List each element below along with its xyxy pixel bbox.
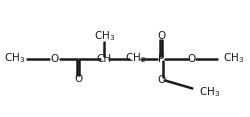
Text: O: O [74, 74, 82, 84]
Text: CH$_3$: CH$_3$ [94, 29, 115, 43]
Text: O: O [157, 75, 165, 85]
Text: CH$_2$: CH$_2$ [124, 52, 146, 65]
Text: CH$_3$: CH$_3$ [4, 52, 25, 65]
Text: CH$_3$: CH$_3$ [222, 52, 244, 65]
Text: O: O [157, 31, 165, 41]
Text: CH$_3$: CH$_3$ [199, 85, 220, 99]
Text: O: O [50, 53, 59, 64]
Text: O: O [188, 53, 196, 64]
Text: CH: CH [97, 53, 112, 64]
Text: P: P [158, 53, 164, 64]
